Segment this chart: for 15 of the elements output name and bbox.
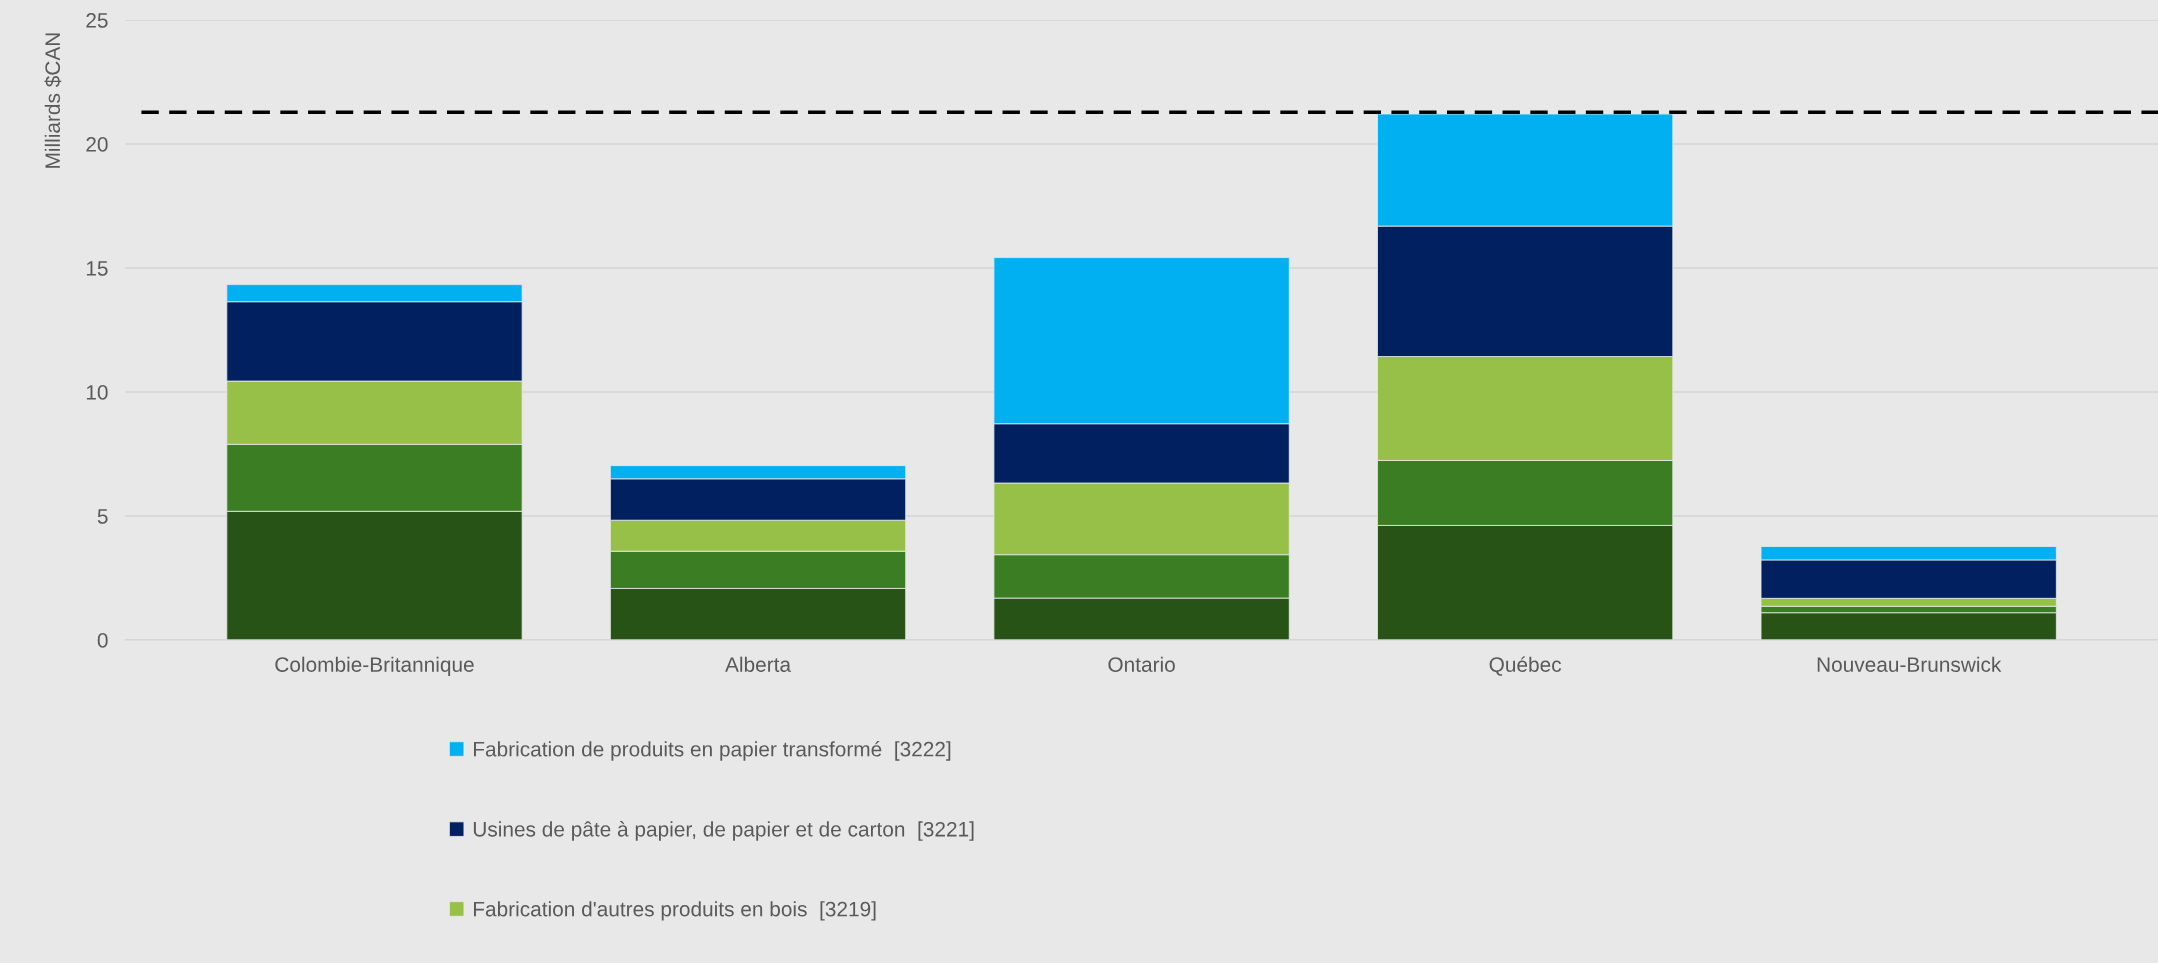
y-tick-label: 20 [86,137,108,152]
x-tick-label: Alberta [725,656,792,672]
x-tick-label: Ontario [1108,656,1175,672]
y-tick-label: 5 [97,509,108,524]
legend-label: Usines de pâte à papier, de papier et de carton [3221] [473,821,974,841]
y-tick-label: 10 [86,385,108,400]
y-axis-title: Milliards $CAN [44,33,62,168]
y-tick-label: 15 [86,261,108,276]
y-tick-label: 25 [86,13,108,28]
x-tick-label: Colombie-Britannique [275,656,474,677]
x-tick-label: Nouveau-Brunswick [1817,656,2002,672]
legend-label: Fabrication d'autres produits en bois [3219] [473,901,876,921]
y-tick-label: 0 [97,633,108,648]
x-tick-label: Québec [1489,656,1562,676]
legend-label: Fabrication de produits en papier transformé [3222] [473,741,951,761]
